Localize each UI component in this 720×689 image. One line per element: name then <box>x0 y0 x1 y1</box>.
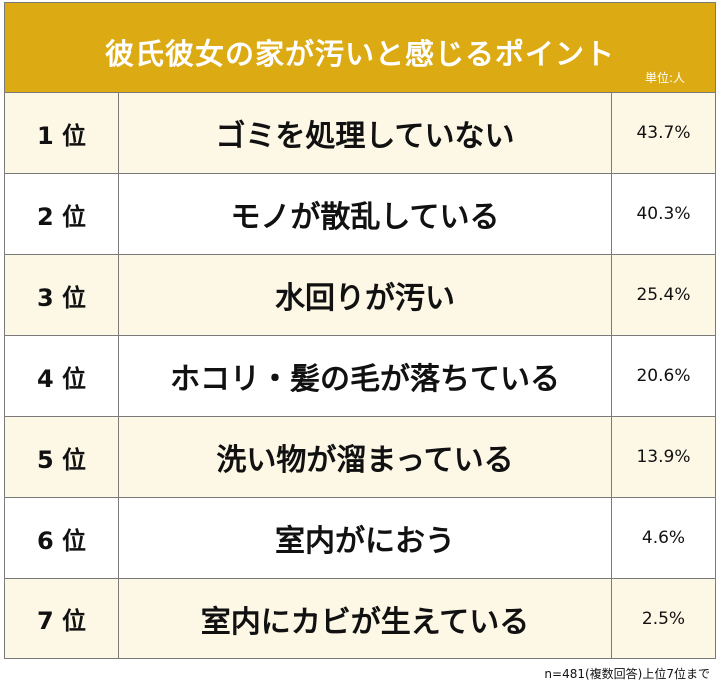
table-header: 彼氏彼女の家が汚いと感じるポイント 単位:人 <box>5 3 715 93</box>
value-cell: 40.3% <box>636 204 691 224</box>
table-row: 1 位ゴミを処理していない 43.7% <box>5 93 715 174</box>
value-cell: 4.6% <box>641 528 686 548</box>
value-cell: 2.5% <box>641 608 686 629</box>
rank-cell: 5 位 <box>5 417 119 497</box>
table-body: 1 位ゴミを処理していない 43.7% 2 位モノが散乱している 40.3% 3 位水回… <box>5 93 715 658</box>
ranking-table: 彼氏彼女の家が汚いと感じるポイント 単位:人 1 位ゴミを処理していない 43.7… <box>4 2 716 659</box>
table-row: 5 位洗い物が溜まっている 13.9% <box>5 417 715 498</box>
table-row: 2 位モノが散乱している 40.3% <box>5 174 715 255</box>
value-cell: 25.4% <box>636 285 691 305</box>
value-cell: 43.7% <box>636 123 691 143</box>
footnote: n=481(複数回答)上位7位まで <box>544 667 710 681</box>
rank-cell: 1 位 <box>5 93 119 173</box>
value-cell: 13.9% <box>636 447 691 467</box>
unit-label: 単位:人 <box>644 71 685 85</box>
item-cell: モノが散乱している <box>119 174 612 254</box>
rank-cell: 2 位 <box>5 174 119 254</box>
item-cell: 水回りが汚い <box>119 255 612 335</box>
item-cell: ホコリ・髪の毛が落ちている <box>119 336 612 416</box>
rank-cell: 6 位 <box>5 498 119 578</box>
item-cell: ゴミを処理していない <box>119 93 612 173</box>
rank-cell: 3 位 <box>5 255 119 335</box>
value-cell: 20.6% <box>636 366 691 386</box>
item-cell: 室内がにおう <box>119 498 612 578</box>
item-cell: 室内にカビが生えている <box>119 579 612 658</box>
table-row: 7 位室内にカビが生えている 2.5% <box>5 579 715 658</box>
table-row: 3 位水回りが汚い 25.4% <box>5 255 715 336</box>
chart-title: 彼氏彼女の家が汚いと感じるポイント <box>104 37 615 71</box>
rank-cell: 4 位 <box>5 336 119 416</box>
table-row: 4 位ホコリ・髪の毛が落ちている 20.6% <box>5 336 715 417</box>
item-cell: 洗い物が溜まっている <box>119 417 612 497</box>
table-row: 6 位室内がにおう 4.6% <box>5 498 715 579</box>
rank-cell: 7 位 <box>5 579 119 658</box>
